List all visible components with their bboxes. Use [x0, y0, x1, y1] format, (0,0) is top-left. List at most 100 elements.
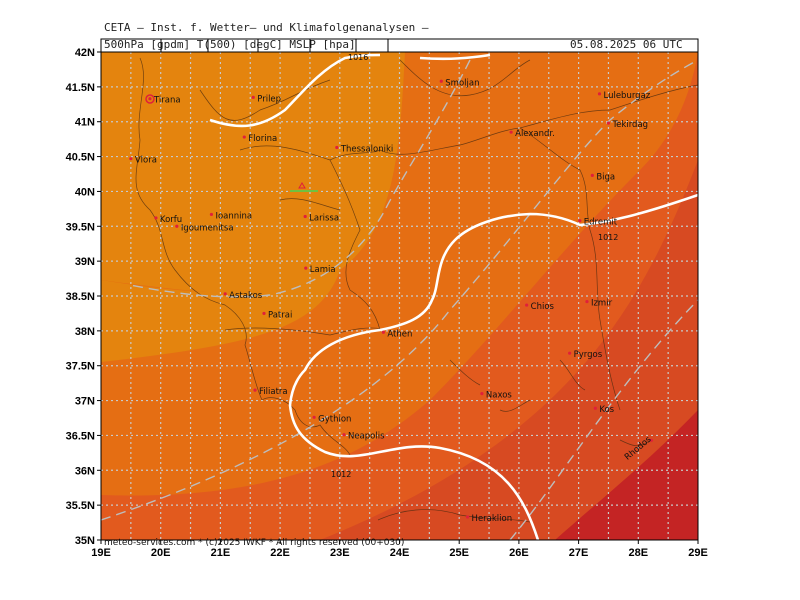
city-dot	[312, 415, 316, 419]
isobar-labels: 1016 1012 1012	[331, 53, 618, 479]
city-naxos: Naxos	[480, 391, 512, 401]
city-dot	[335, 145, 339, 150]
city-dot	[480, 392, 484, 396]
city-label: Athen	[387, 329, 412, 339]
city-label: Izmir	[591, 299, 613, 309]
lon-tick-label: 24E	[390, 547, 410, 559]
city-edremit: Edremit	[578, 218, 618, 228]
marker-low	[145, 94, 155, 104]
city-dot	[509, 130, 513, 134]
isobar-1016-top	[419, 53, 491, 61]
city-dot	[154, 216, 158, 220]
city-dot	[465, 515, 470, 519]
city-dot	[304, 266, 308, 270]
city-larissa: Larissa	[303, 214, 339, 224]
temp-band-darker	[320, 160, 698, 540]
city-label: Larissa	[309, 214, 339, 224]
lon-tick-label: 25E	[449, 547, 469, 559]
isobars	[209, 53, 698, 540]
temp-band-light	[101, 52, 405, 294]
lon-tick-label: 22E	[270, 547, 290, 559]
city-label: Edremit	[584, 218, 618, 228]
city-label: Tekirdag	[611, 120, 648, 130]
city-dot	[439, 79, 443, 83]
city-ioannina: Ioannina	[209, 211, 252, 221]
city-dot	[597, 92, 602, 96]
lon-tick-label: 20E	[151, 547, 171, 559]
city-igoumenitsa: Igoumenitsa	[175, 223, 234, 233]
city-label: Astakos	[229, 291, 263, 301]
header-product: 500hPa [gpdm] T(500) [degC] MSLP [hpa]	[104, 38, 356, 51]
city-label: Patrai	[268, 310, 292, 320]
city-label: Heraklion	[472, 514, 513, 524]
city-tirana: Tirana	[148, 96, 181, 106]
city-label: Smoljan	[445, 78, 479, 88]
geopotential-dashed-lines	[101, 59, 698, 540]
isobar-1012-south	[288, 193, 698, 540]
lat-tick-label: 41.5N	[66, 82, 95, 94]
lat-tick-label: 36.5N	[66, 430, 95, 442]
lat-tick-label: 40.5N	[66, 152, 95, 164]
city-filiatra: Filiatra	[253, 387, 288, 397]
city-prilep: Prilep	[251, 94, 281, 104]
city-label: Tirana	[153, 96, 181, 106]
city-dot	[129, 157, 133, 161]
latitude-axis: 42N 41.5N 41N 40.5N 40N 39.5N 39N 38.5N 38N 37.5N…	[66, 47, 101, 547]
temp-band-deep	[555, 410, 698, 540]
city-dot	[253, 388, 257, 392]
city-gythion: Gythion	[312, 414, 351, 424]
lat-tick-label: 37.5N	[66, 361, 95, 373]
city-patrai: Patrai	[262, 310, 292, 320]
city-dot	[381, 330, 385, 334]
lat-tick-label: 35N	[75, 535, 95, 547]
city-label: Prilep	[257, 94, 281, 104]
city-label: Filiatra	[259, 387, 288, 397]
lon-tick-label: 26E	[509, 547, 529, 559]
city-label: Vlora	[135, 156, 157, 166]
lon-tick-label: 28E	[629, 547, 649, 559]
city-label: Thessaloniki	[340, 145, 393, 155]
city-athen: Athen	[381, 329, 412, 339]
city-chios: Chios	[525, 302, 555, 312]
city-korfu: Korfu	[154, 215, 182, 225]
isobar-label-east: 1012	[598, 233, 618, 242]
lat-tick-label: 39.5N	[66, 221, 95, 233]
city-kos: Kos	[593, 405, 615, 415]
city-label: Gythion	[318, 414, 351, 424]
city-biga: Biga	[590, 172, 615, 182]
city-dot	[242, 135, 246, 139]
header-datetime: 05.08.2025 06 UTC	[570, 38, 683, 51]
city-thessaloniki: Thessaloniki	[335, 145, 393, 155]
city-dot	[148, 97, 152, 101]
lon-tick-label: 23E	[330, 547, 350, 559]
lat-tick-label: 38.5N	[66, 291, 95, 303]
city-label: Kos	[599, 405, 614, 415]
city-dot	[525, 303, 529, 307]
city-dot	[342, 433, 346, 437]
header-separator-marks	[160, 39, 389, 52]
city-tekirdag: Tekirdag	[606, 120, 648, 130]
city-neapolis: Neapolis	[342, 432, 385, 442]
city-dot	[590, 173, 594, 177]
city-label: Igoumenitsa	[181, 223, 234, 233]
city-label: Neapolis	[348, 432, 385, 442]
city-heraklion: Heraklion	[465, 514, 513, 524]
city-dot	[223, 292, 227, 296]
city-label: Lamia	[310, 265, 336, 275]
city-astakos: Astakos	[223, 291, 263, 301]
city-luleburgaz: Luleburgaz	[597, 91, 651, 101]
lon-tick-label: 27E	[569, 547, 589, 559]
header-institute: CETA — Inst. f. Wetter— und Klimafolgena…	[104, 21, 429, 34]
lat-tick-label: 42N	[75, 47, 95, 59]
city-label: Alexandr.	[515, 129, 555, 139]
lat-tick-label: 39N	[75, 256, 95, 268]
lon-tick-label: 19E	[91, 547, 111, 559]
city-label: Florina	[248, 134, 277, 144]
lon-tick-label: 29E	[688, 547, 708, 559]
city-florina: Florina	[242, 134, 277, 144]
city-dot	[606, 121, 611, 125]
city-label: Naxos	[486, 391, 513, 401]
lat-tick-label: 40N	[75, 186, 95, 198]
city-label: Luleburgaz	[603, 91, 650, 101]
